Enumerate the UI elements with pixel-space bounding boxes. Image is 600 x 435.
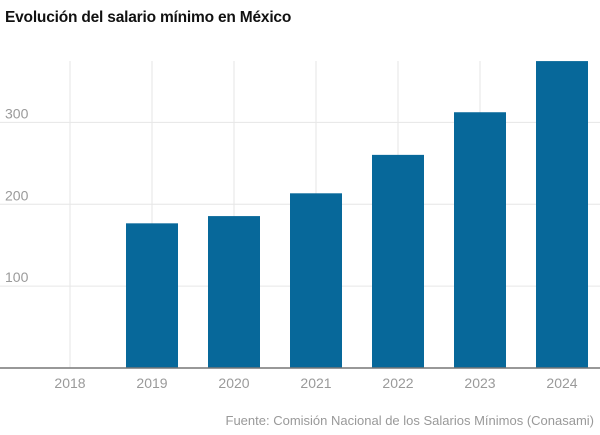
x-tick-label: 2021 bbox=[300, 375, 331, 391]
chart-title: Evolución del salario mínimo en México bbox=[5, 9, 292, 26]
bar-chart: 100 200 300 2018 2019 2020 2021 2022 2023 2024 bbox=[0, 61, 600, 391]
x-tick-label: 2022 bbox=[382, 375, 413, 391]
x-tick-label: 2020 bbox=[218, 375, 249, 391]
bar-2024 bbox=[536, 61, 588, 368]
y-tick-label: 200 bbox=[5, 187, 29, 203]
x-tick-label: 2018 bbox=[54, 375, 85, 391]
x-tick-label: 2019 bbox=[136, 375, 167, 391]
bar-2020 bbox=[208, 216, 260, 368]
bar-2022 bbox=[372, 154, 424, 368]
x-tick-label: 2023 bbox=[464, 375, 495, 391]
bar-2021 bbox=[290, 193, 342, 368]
x-tick-label: 2024 bbox=[546, 375, 577, 391]
source-note: Fuente: Comisión Nacional de los Salario… bbox=[225, 413, 594, 428]
bar-2019 bbox=[126, 223, 178, 368]
bar-2023 bbox=[454, 112, 506, 368]
y-tick-label: 300 bbox=[5, 105, 29, 121]
y-tick-label: 100 bbox=[5, 269, 29, 285]
